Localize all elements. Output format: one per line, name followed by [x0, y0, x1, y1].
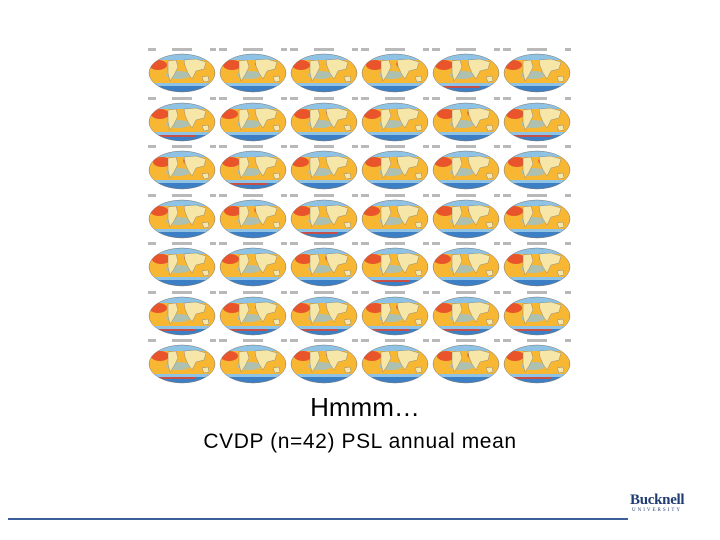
footer-rule — [8, 518, 628, 520]
map-panel — [148, 193, 216, 240]
map-panel — [503, 48, 571, 94]
map-panel — [503, 193, 571, 240]
world-map — [219, 344, 287, 384]
world-map — [503, 150, 571, 190]
map-panel — [361, 242, 429, 288]
world-map — [432, 150, 500, 190]
map-panel — [503, 242, 571, 288]
map-panel — [219, 48, 287, 94]
world-map — [219, 247, 287, 287]
world-map — [361, 344, 429, 384]
map-panel — [290, 145, 358, 191]
world-map — [361, 247, 429, 287]
world-map — [503, 344, 571, 384]
world-map — [503, 247, 571, 287]
world-map — [361, 102, 429, 141]
map-panel — [503, 290, 571, 337]
world-map — [432, 199, 500, 238]
world-map — [290, 199, 358, 238]
slide-subtitle: CVDP (n=42) PSL annual mean — [203, 430, 517, 453]
world-map — [148, 247, 216, 287]
map-panel — [219, 96, 287, 143]
world-map — [432, 344, 500, 384]
map-panel — [290, 290, 358, 337]
world-map — [432, 53, 500, 93]
world-map — [432, 102, 500, 141]
map-panel — [290, 193, 358, 240]
world-map — [148, 53, 216, 93]
world-map — [219, 102, 287, 141]
map-panel — [219, 290, 287, 337]
map-panel — [503, 339, 571, 385]
map-panel — [432, 96, 500, 143]
map-panel — [148, 290, 216, 337]
world-map — [290, 247, 358, 287]
world-map — [148, 199, 216, 238]
map-panel — [432, 48, 500, 94]
world-map — [219, 53, 287, 93]
world-map — [361, 296, 429, 335]
world-map — [432, 296, 500, 335]
world-map — [290, 102, 358, 141]
slide-title: Hmmm… — [310, 392, 420, 422]
world-map — [290, 344, 358, 384]
map-panel — [290, 96, 358, 143]
map-panel — [219, 193, 287, 240]
psl-panel-grid — [148, 48, 571, 385]
map-panel — [148, 145, 216, 191]
world-map — [148, 344, 216, 384]
world-map — [290, 296, 358, 335]
world-map — [219, 150, 287, 190]
map-panel — [361, 96, 429, 143]
map-panel — [290, 242, 358, 288]
map-panel — [148, 48, 216, 94]
map-panel — [219, 145, 287, 191]
world-map — [148, 296, 216, 335]
map-panel — [290, 48, 358, 94]
map-panel — [503, 145, 571, 191]
world-map — [219, 296, 287, 335]
logo-sub: UNIVERSITY — [632, 508, 682, 513]
map-panel — [219, 242, 287, 288]
map-panel — [361, 48, 429, 94]
world-map — [290, 53, 358, 93]
world-map — [503, 53, 571, 93]
world-map — [361, 199, 429, 238]
map-panel — [432, 290, 500, 337]
map-panel — [432, 339, 500, 385]
world-map — [503, 199, 571, 238]
world-map — [432, 247, 500, 287]
world-map — [361, 150, 429, 190]
map-panel — [432, 242, 500, 288]
map-panel — [148, 339, 216, 385]
map-panel — [361, 339, 429, 385]
map-panel — [503, 96, 571, 143]
world-map — [503, 296, 571, 335]
world-map — [290, 150, 358, 190]
world-map — [361, 53, 429, 93]
bucknell-logo: Bucknell UNIVERSITY — [630, 493, 712, 517]
logo-word: Bucknell — [630, 492, 685, 508]
world-map — [219, 199, 287, 238]
map-panel — [361, 193, 429, 240]
map-panel — [148, 96, 216, 143]
world-map — [148, 150, 216, 190]
map-panel — [361, 290, 429, 337]
world-map — [148, 102, 216, 141]
map-panel — [148, 242, 216, 288]
map-panel — [432, 193, 500, 240]
map-panel — [432, 145, 500, 191]
map-panel — [219, 339, 287, 385]
map-panel — [290, 339, 358, 385]
map-panel — [361, 145, 429, 191]
world-map — [503, 102, 571, 141]
